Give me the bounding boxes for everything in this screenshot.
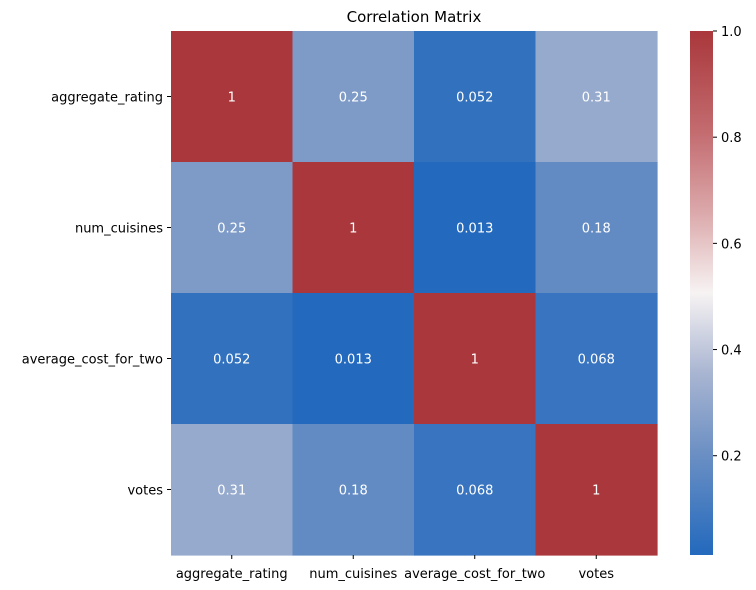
cell-annotation: 0.31 <box>217 484 246 499</box>
colorbar-tick-label: 0.8 <box>721 131 742 146</box>
cell-annotation: 0.31 <box>582 91 611 106</box>
heatmap-cell <box>171 31 294 163</box>
x-tick-label: num_cuisines <box>309 567 397 582</box>
heatmap-cell <box>535 424 658 556</box>
colorbar-tick-label: 1.0 <box>721 25 742 40</box>
heatmap-cell <box>292 424 415 556</box>
heatmap-cell <box>414 31 537 163</box>
cell-annotation: 0.18 <box>582 222 611 237</box>
heatmap-cell <box>414 162 537 294</box>
x-tick-label: aggregate_rating <box>176 567 288 582</box>
cell-annotation: 0.052 <box>456 91 493 106</box>
x-tick-label: votes <box>578 567 614 582</box>
heatmap-cell <box>292 293 415 425</box>
cell-annotation: 0.013 <box>335 353 372 368</box>
heatmap-cell <box>535 31 658 163</box>
colorbar-tick-label: 0.2 <box>721 450 742 465</box>
cell-annotation: 0.068 <box>578 353 615 368</box>
colorbar-tick-label: 0.6 <box>721 237 742 252</box>
cell-annotation: 1 <box>228 91 236 106</box>
x-axis-ticks: aggregate_rating num_cuisines average_cost… <box>176 555 614 582</box>
heatmap-cell <box>414 293 537 425</box>
cell-annotation: 0.25 <box>217 222 246 237</box>
heatmap-cell <box>292 31 415 163</box>
colorbar <box>690 31 713 555</box>
y-axis-ticks: aggregate_rating num_cuisines average_cost… <box>22 91 171 499</box>
y-tick-label: votes <box>127 484 163 499</box>
y-tick-label: average_cost_for_two <box>22 353 163 368</box>
y-tick-label: aggregate_rating <box>51 91 163 106</box>
cell-annotation: 1 <box>592 484 600 499</box>
cell-annotation: 0.18 <box>339 484 368 499</box>
cell-annotation: 0.052 <box>213 353 250 368</box>
colorbar-tick-label: 0.4 <box>721 344 742 359</box>
cell-annotation: 0.013 <box>456 222 493 237</box>
heatmap-cell <box>171 293 294 425</box>
colorbar-ticks: 0.2 0.4 0.6 0.8 1.0 <box>713 25 742 465</box>
x-tick-label: average_cost_for_two <box>404 567 545 582</box>
heatmap-cells <box>171 31 658 556</box>
heatmap-cell <box>292 162 415 294</box>
heatmap-cell <box>171 162 294 294</box>
chart-title: Correlation Matrix <box>347 8 482 26</box>
cell-annotation: 0.25 <box>339 91 368 106</box>
heatmap-cell <box>535 293 658 425</box>
y-tick-label: num_cuisines <box>75 222 163 237</box>
cell-annotation: 1 <box>471 353 479 368</box>
heatmap-cell <box>414 424 537 556</box>
cell-annotation: 0.068 <box>456 484 493 499</box>
heatmap-annotations: 1 0.25 0.052 0.31 0.25 1 0.013 0.18 0.052 0.013 1 0… <box>213 91 615 499</box>
cell-annotation: 1 <box>349 222 357 237</box>
heatmap-cell <box>171 424 294 556</box>
heatmap-cell <box>535 162 658 294</box>
